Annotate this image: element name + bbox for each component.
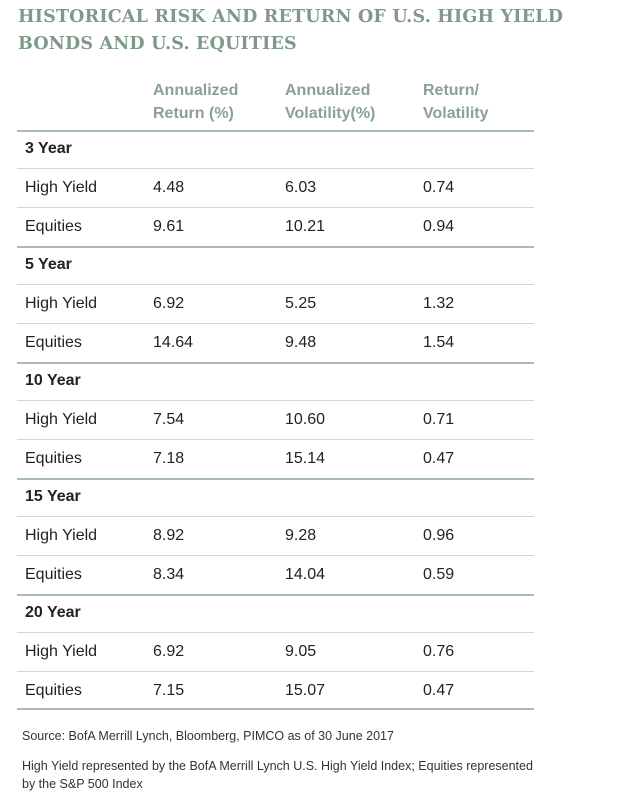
group-label: 20 Year [25,604,81,621]
ratio-cell: 0.76 [423,643,455,660]
ratio-cell: 1.54 [423,334,455,351]
group-heading: 3 Year [17,132,534,169]
table-row: Equities 7.18 15.14 0.47 [17,440,534,480]
header-line: Return/ [423,82,479,99]
return-cell: 7.54 [153,411,185,428]
table-header: Annualized Return (%) Annualized Volatil… [17,78,534,130]
header-line: Volatility [423,105,489,122]
ratio-cell: 0.59 [423,566,455,583]
row-label: High Yield [25,643,98,660]
group-heading: 15 Year [17,480,534,517]
table-row: High Yield 6.92 5.25 1.32 [17,285,534,324]
ratio-cell: 0.47 [423,682,455,699]
header-line: Return (%) [153,105,234,122]
return-cell: 8.92 [153,527,185,544]
group-heading: 20 Year [17,596,534,633]
volatility-cell: 9.28 [285,527,317,544]
risk-return-table: Annualized Return (%) Annualized Volatil… [17,78,534,710]
volatility-cell: 9.48 [285,334,317,351]
table-row: High Yield 8.92 9.28 0.96 [17,517,534,556]
row-label: High Yield [25,527,98,544]
row-label: Equities [25,334,82,351]
header-return-volatility: Return/ Volatility [423,79,523,125]
header-annualized-return: Annualized Return (%) [153,79,263,125]
index-footnote: High Yield represented by the BofA Merri… [22,759,533,791]
ratio-cell: 0.47 [423,450,455,467]
ratio-cell: 0.96 [423,527,455,544]
volatility-cell: 15.07 [285,682,326,699]
return-cell: 4.48 [153,179,185,196]
group-label: 15 Year [25,488,81,505]
return-cell: 8.34 [153,566,185,583]
ratio-cell: 0.71 [423,411,455,428]
group-label: 3 Year [25,140,72,157]
return-cell: 9.61 [153,218,185,235]
return-cell: 7.18 [153,450,185,467]
volatility-cell: 10.21 [285,218,326,235]
row-label: Equities [25,682,82,699]
header-annualized-volatility: Annualized Volatility(%) [285,79,405,125]
table-row: High Yield 6.92 9.05 0.76 [17,633,534,672]
page-title: HISTORICAL RISK AND RETURN OF U.S. HIGH … [18,7,564,54]
volatility-cell: 9.05 [285,643,317,660]
header-line: Annualized [153,82,239,99]
return-cell: 7.15 [153,682,185,699]
header-line: Volatility(%) [285,105,376,122]
row-label: High Yield [25,411,98,428]
table-row: Equities 9.61 10.21 0.94 [17,208,534,248]
row-label: Equities [25,450,82,467]
volatility-cell: 5.25 [285,295,317,312]
ratio-cell: 0.94 [423,218,455,235]
return-cell: 14.64 [153,334,194,351]
group-label: 10 Year [25,372,81,389]
table-row: Equities 7.15 15.07 0.47 [17,672,534,710]
source-note: Source: BofA Merrill Lynch, Bloomberg, P… [22,729,394,743]
table-row: Equities 8.34 14.04 0.59 [17,556,534,596]
header-line: Annualized [285,82,371,99]
ratio-cell: 0.74 [423,179,455,196]
header-rule [17,130,534,132]
volatility-cell: 15.14 [285,450,326,467]
volatility-cell: 10.60 [285,411,326,428]
volatility-cell: 14.04 [285,566,326,583]
table-row: High Yield 7.54 10.60 0.71 [17,401,534,440]
row-label: Equities [25,566,82,583]
return-cell: 6.92 [153,295,185,312]
row-label: High Yield [25,179,98,196]
row-label: High Yield [25,295,98,312]
ratio-cell: 1.32 [423,295,455,312]
group-label: 5 Year [25,256,72,273]
row-label: Equities [25,218,82,235]
group-heading: 5 Year [17,248,534,285]
table-row: High Yield 4.48 6.03 0.74 [17,169,534,208]
table-row: Equities 14.64 9.48 1.54 [17,324,534,364]
volatility-cell: 6.03 [285,179,317,196]
return-cell: 6.92 [153,643,185,660]
group-heading: 10 Year [17,364,534,401]
